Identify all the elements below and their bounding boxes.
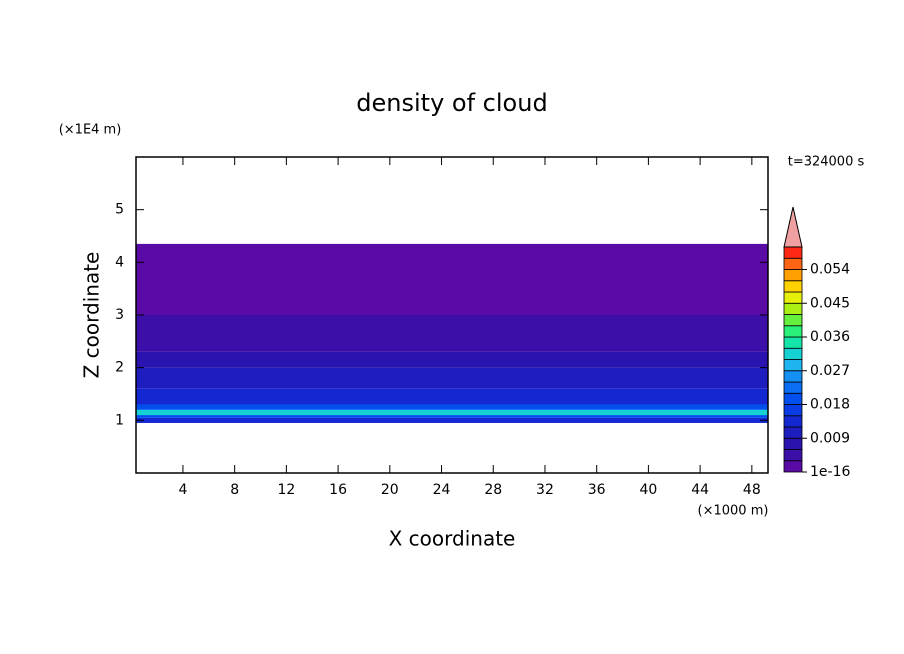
colorbar-box bbox=[783, 415, 803, 428]
contour-band bbox=[136, 243, 768, 315]
colorbar-box bbox=[783, 280, 803, 293]
colorbar-extension bbox=[783, 206, 803, 248]
colorbar-box bbox=[783, 246, 803, 259]
colorbar-box bbox=[783, 359, 803, 372]
y-tick-label: 5 bbox=[115, 202, 124, 218]
colorbar-box bbox=[783, 437, 803, 450]
x-tick-label: 40 bbox=[639, 482, 657, 498]
colorbar-box bbox=[783, 257, 803, 270]
contour-band bbox=[136, 409, 768, 416]
x-tick-label: 48 bbox=[743, 482, 761, 498]
colorbar-box bbox=[783, 314, 803, 327]
x-tick-label: 8 bbox=[230, 482, 239, 498]
colorbar-tick-label: 0.009 bbox=[810, 430, 850, 446]
y-unit: (×1E4 m) bbox=[59, 123, 122, 138]
time-label: t=324000 s bbox=[788, 155, 865, 170]
y-tick-label: 2 bbox=[115, 360, 124, 376]
contour-band bbox=[136, 315, 768, 352]
colorbar-tick-label: 0.027 bbox=[810, 363, 850, 379]
contour-band bbox=[136, 417, 768, 423]
x-tick-label: 32 bbox=[536, 482, 554, 498]
y-axis-title: Z coordinate bbox=[80, 252, 104, 379]
contour-band bbox=[136, 404, 768, 410]
x-tick-label: 36 bbox=[588, 482, 606, 498]
contour-band bbox=[136, 351, 768, 368]
colorbar-box bbox=[783, 269, 803, 282]
x-axis-title: X coordinate bbox=[389, 527, 516, 551]
colorbar-box bbox=[783, 291, 803, 304]
colorbar-box bbox=[783, 370, 803, 383]
x-unit: (×1000 m) bbox=[698, 504, 769, 519]
y-tick-label: 1 bbox=[115, 412, 124, 428]
colorbar-box bbox=[783, 460, 803, 473]
colorbar-box bbox=[783, 325, 803, 338]
colorbar-box bbox=[783, 449, 803, 462]
colorbar-tick-label: 1e-16 bbox=[810, 464, 850, 480]
contour-band bbox=[136, 367, 768, 389]
colorbar-box bbox=[783, 381, 803, 394]
x-tick-label: 4 bbox=[178, 482, 187, 498]
y-tick-label: 4 bbox=[115, 254, 124, 270]
x-tick-label: 12 bbox=[277, 482, 295, 498]
colorbar-box bbox=[783, 347, 803, 360]
y-tick-label: 3 bbox=[115, 307, 124, 323]
colorbar-box bbox=[783, 404, 803, 417]
colorbar-tick-label: 0.036 bbox=[810, 329, 850, 345]
chart-title: density of cloud bbox=[356, 89, 547, 117]
colorbar-box bbox=[783, 392, 803, 405]
x-tick-label: 16 bbox=[329, 482, 347, 498]
colorbar-box bbox=[783, 302, 803, 315]
x-tick-label: 44 bbox=[691, 482, 709, 498]
x-tick-label: 24 bbox=[433, 482, 451, 498]
colorbar-box bbox=[783, 426, 803, 439]
colorbar-tick-label: 0.054 bbox=[810, 262, 850, 278]
colorbar-box bbox=[783, 336, 803, 349]
x-tick-label: 28 bbox=[484, 482, 502, 498]
colorbar-tick-label: 0.045 bbox=[810, 295, 850, 311]
contour-band bbox=[136, 415, 768, 418]
x-tick-label: 20 bbox=[381, 482, 399, 498]
contour-band bbox=[136, 388, 768, 405]
colorbar-tick-label: 0.018 bbox=[810, 397, 850, 413]
